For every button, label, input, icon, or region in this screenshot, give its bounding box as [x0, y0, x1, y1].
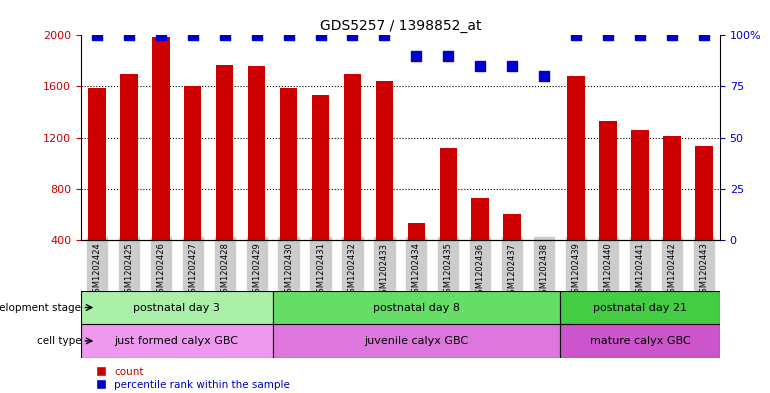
Bar: [561, 324, 720, 358]
Bar: [273, 291, 560, 324]
Bar: [407, 223, 425, 291]
Bar: [120, 73, 138, 291]
Point: [698, 32, 710, 39]
Bar: [504, 214, 521, 291]
Text: just formed calyx GBC: just formed calyx GBC: [115, 336, 239, 346]
Bar: [561, 291, 720, 324]
Text: juvenile calyx GBC: juvenile calyx GBC: [364, 336, 468, 346]
Point: [442, 53, 454, 59]
Legend: count, percentile rank within the sample: count, percentile rank within the sample: [86, 363, 294, 393]
Bar: [152, 37, 169, 291]
Bar: [599, 121, 617, 291]
Point: [378, 32, 390, 39]
Point: [250, 32, 263, 39]
Text: cell type: cell type: [37, 336, 82, 346]
Bar: [376, 81, 393, 291]
Point: [506, 63, 518, 69]
Point: [283, 32, 295, 39]
Bar: [440, 148, 457, 291]
Bar: [81, 291, 273, 324]
Point: [314, 32, 326, 39]
Point: [666, 32, 678, 39]
Bar: [184, 86, 202, 291]
Title: GDS5257 / 1398852_at: GDS5257 / 1398852_at: [320, 19, 481, 33]
Text: mature calyx GBC: mature calyx GBC: [590, 336, 691, 346]
Bar: [273, 324, 560, 358]
Point: [410, 53, 423, 59]
Point: [346, 32, 359, 39]
Point: [91, 32, 103, 39]
Text: postnatal day 3: postnatal day 3: [133, 303, 220, 312]
Bar: [88, 88, 105, 291]
Point: [570, 32, 582, 39]
Bar: [663, 136, 681, 291]
Point: [634, 32, 646, 39]
Bar: [695, 147, 713, 291]
Point: [122, 32, 135, 39]
Point: [474, 63, 487, 69]
Bar: [280, 88, 297, 291]
Point: [155, 32, 167, 39]
Bar: [216, 65, 233, 291]
Point: [602, 32, 614, 39]
Bar: [248, 66, 266, 291]
Bar: [312, 95, 330, 291]
Point: [219, 32, 231, 39]
Bar: [535, 242, 553, 291]
Bar: [567, 76, 585, 291]
Bar: [471, 198, 489, 291]
Bar: [631, 130, 649, 291]
Text: development stage: development stage: [0, 303, 82, 312]
Bar: [81, 324, 273, 358]
Point: [186, 32, 199, 39]
Bar: [343, 73, 361, 291]
Point: [538, 73, 551, 79]
Text: postnatal day 21: postnatal day 21: [593, 303, 687, 312]
Text: postnatal day 8: postnatal day 8: [373, 303, 460, 312]
